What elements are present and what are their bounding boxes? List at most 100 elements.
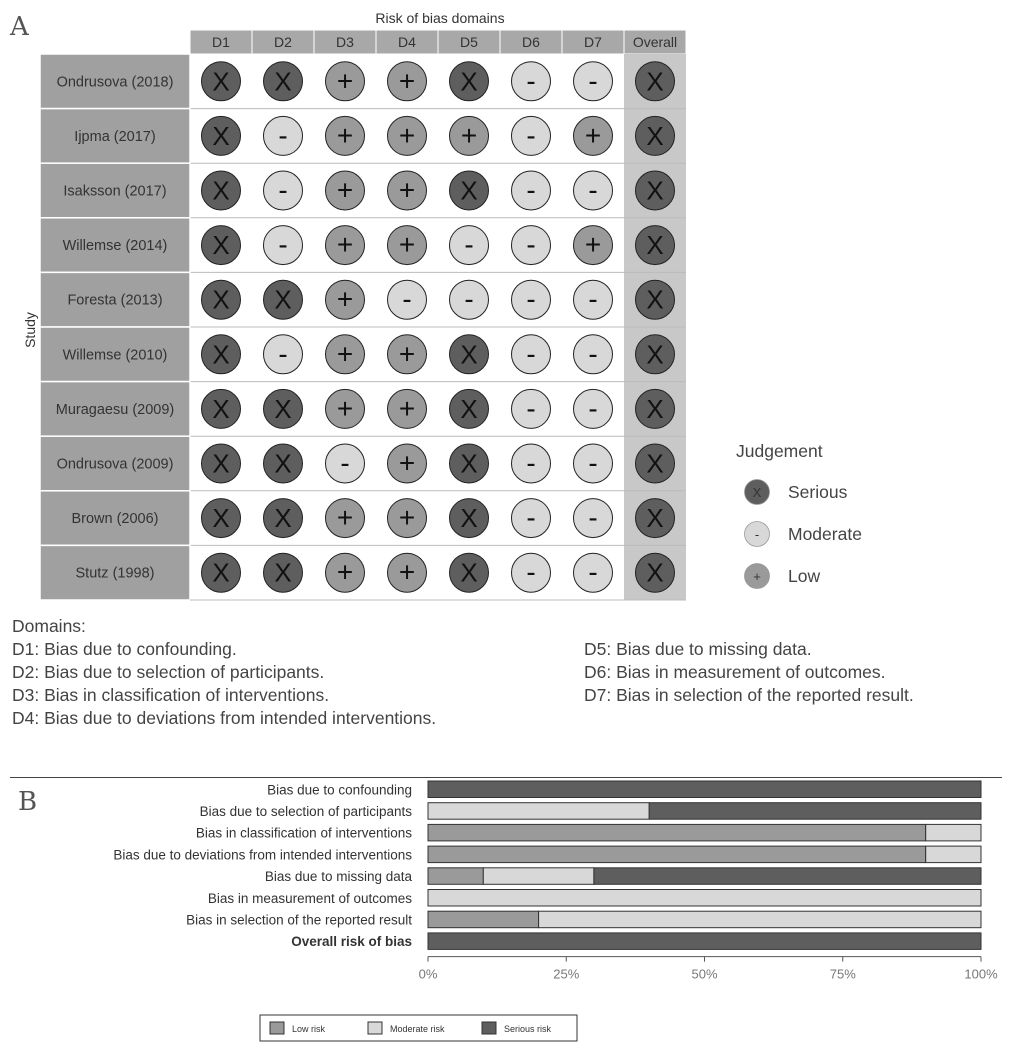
judgement-symbol: + (337, 338, 353, 369)
study-label: Brown (2006) (71, 511, 158, 527)
summary-legend-label: Moderate risk (390, 1024, 445, 1034)
judgement-symbol: X (646, 176, 663, 206)
judgement-symbol: X (646, 394, 663, 424)
judgement-symbol: X (274, 394, 291, 424)
legend-label: Moderate (788, 524, 862, 544)
serious-judgement-icon (201, 498, 241, 539)
judgement-symbol: + (399, 448, 415, 479)
serious-judgement-icon (201, 552, 241, 593)
serious-judgement-icon (449, 61, 489, 102)
low-judgement-icon (325, 61, 365, 102)
serious-judgement-icon (635, 388, 675, 429)
summary-legend: Low risk Moderate risk Serious risk (259, 1014, 578, 1042)
judgement-symbol: + (337, 557, 353, 588)
judgement-symbol: - (278, 175, 287, 206)
moderate-judgement-icon (573, 334, 613, 375)
x-tick-label: 75% (830, 967, 856, 982)
study-label: Ijpma (2017) (74, 129, 155, 145)
serious-judgement-icon (635, 225, 675, 266)
low-judgement-icon (449, 115, 489, 156)
domains-key: Domains: D1: Bias due to confounding. D2:… (12, 615, 914, 730)
moderate-judgement-icon (511, 170, 551, 211)
serious-risk-legend-swatch (481, 1021, 497, 1035)
judgement-symbol: X (460, 558, 477, 588)
study-label: Willemse (2014) (63, 238, 168, 254)
summary-x-axis: 0% 25% 50% 75% 100% (419, 956, 998, 982)
judgement-legend: Judgement X Serious - Moderate + Low (736, 441, 862, 589)
judgement-symbol: + (337, 229, 353, 260)
moderate-judgement-icon (511, 498, 551, 539)
low-judgement-icon (325, 115, 365, 156)
judgement-symbol: + (399, 175, 415, 206)
judgement-symbol: + (399, 338, 415, 369)
study-label: Foresta (2013) (67, 293, 162, 309)
study-cell (39, 435, 191, 492)
serious-judgement-icon (449, 388, 489, 429)
serious-risk-bar-segment (427, 780, 982, 798)
domain-header-label: D3 (336, 34, 354, 50)
bar-category-label: Bias in selection of the reported result (186, 912, 412, 927)
moderate-risk-bar-segment (538, 910, 982, 929)
domain-description: D7: Bias in selection of the reported re… (584, 685, 914, 705)
summary-bar-chart: Bias due to confounding Bias due to selec… (113, 780, 998, 1042)
moderate-judgement-icon (573, 279, 613, 320)
study-cell (39, 544, 191, 601)
low-legend-icon (744, 563, 770, 589)
judgement-symbol: + (337, 120, 353, 151)
serious-judgement-icon (201, 279, 241, 320)
low-judgement-icon (387, 225, 427, 266)
judgement-symbol: X (274, 558, 291, 588)
judgement-symbol: - (278, 120, 287, 151)
moderate-risk-bar-segment (482, 867, 595, 885)
low-judgement-icon (573, 225, 613, 266)
legend-label: Serious (788, 482, 848, 502)
judgement-symbol: - (526, 448, 535, 479)
domain-description: D1: Bias due to confounding. (12, 639, 237, 659)
judgement-symbol: - (464, 284, 473, 315)
judgement-symbol: X (212, 449, 229, 479)
study-label: Muragaesu (2009) (56, 402, 175, 418)
judgement-symbol: - (588, 284, 597, 315)
judgement-symbol: - (340, 448, 349, 479)
bar-category-label: Bias in classification of interventions (196, 826, 412, 841)
judgement-symbol: - (588, 65, 597, 96)
summary-legend-label: Low risk (292, 1024, 326, 1034)
domain-header-label: D5 (460, 34, 478, 50)
judgement-symbol: X (212, 176, 229, 206)
low-risk-bar-segment (427, 823, 927, 842)
low-risk-bar-segment (427, 845, 927, 864)
serious-risk-bar-segment (648, 802, 982, 820)
low-judgement-icon (387, 498, 427, 539)
judgement-symbol: X (460, 449, 477, 479)
judgement-symbol: + (399, 65, 415, 96)
judgement-symbol: + (399, 502, 415, 533)
serious-judgement-icon (263, 279, 303, 320)
judgement-legend-title: Judgement (736, 441, 823, 461)
judgement-symbol: + (399, 393, 415, 424)
judgement-symbol: - (278, 338, 287, 369)
bar-category-label: Overall risk of bias (291, 934, 412, 949)
serious-judgement-icon (201, 115, 241, 156)
judgement-symbol: + (399, 229, 415, 260)
serious-judgement-icon (449, 498, 489, 539)
domain-description: D3: Bias in classification of interventi… (12, 685, 330, 705)
judgement-symbol: X (460, 66, 477, 96)
serious-judgement-icon (635, 552, 675, 593)
judgement-symbol: X (212, 503, 229, 533)
study-label: Isaksson (2017) (63, 184, 166, 200)
judgement-symbol: X (212, 285, 229, 315)
domain-description: D2: Bias due to selection of participant… (12, 662, 325, 682)
study-label: Ondrusova (2009) (57, 457, 174, 473)
judgement-symbol: + (337, 502, 353, 533)
serious-judgement-icon (263, 443, 303, 484)
study-label: Stutz (1998) (76, 566, 155, 582)
judgement-symbol: X (646, 503, 663, 533)
judgement-symbol: - (588, 393, 597, 424)
judgement-symbol: - (526, 393, 535, 424)
judgement-symbol: - (526, 175, 535, 206)
judgement-symbol: X (646, 449, 663, 479)
moderate-judgement-icon (387, 279, 427, 320)
low-judgement-icon (325, 225, 365, 266)
